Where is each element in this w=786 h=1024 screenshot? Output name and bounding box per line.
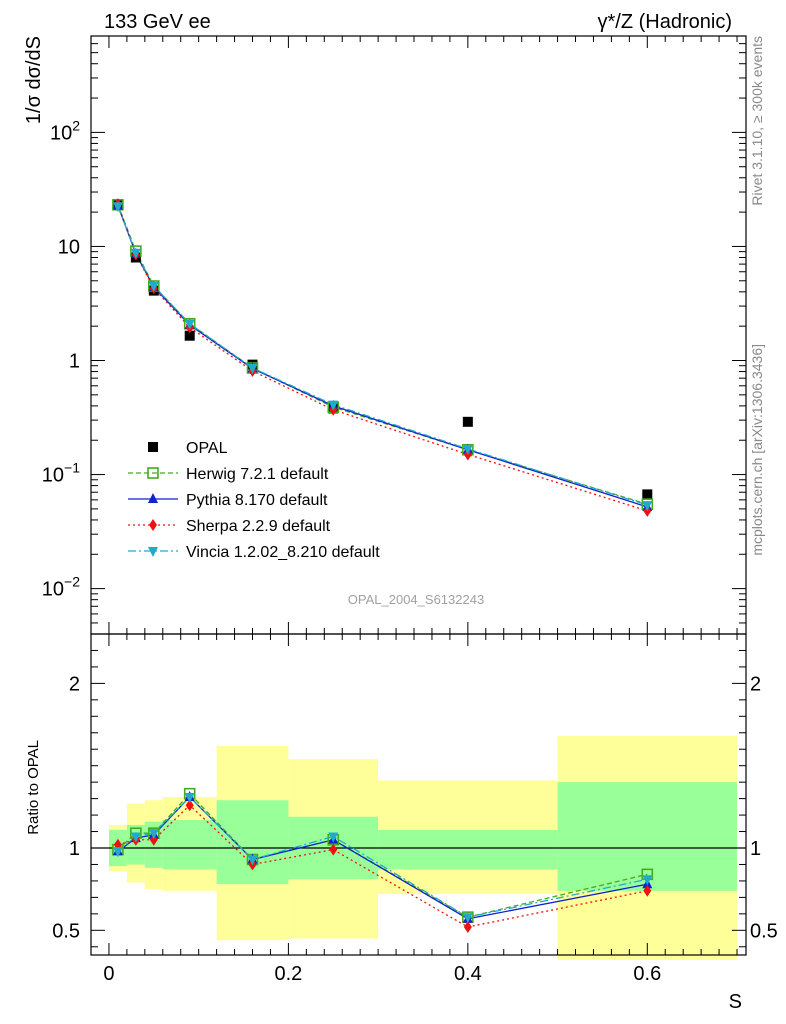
ratio-point-vincia-5 [328, 832, 339, 843]
y-tick-label-1: 10−1 [42, 460, 80, 487]
y-axis-label: 1/σ dσ/dS [23, 36, 45, 124]
ratio-tick-label-left-0: 0.5 [52, 920, 80, 942]
point-vincia-7 [642, 501, 653, 512]
ratio-tick-label-left-1: 1 [69, 838, 80, 860]
legend: OPAL Herwig 7.2.1 default Pythia 8.170 def… [128, 440, 380, 561]
ratio-plot-frame [90, 633, 747, 956]
point-vincia-4 [247, 363, 258, 374]
chart-markers [112, 198, 654, 934]
band-inner-6 [378, 829, 558, 870]
point-vincia-0 [112, 202, 123, 213]
legend-label-0: OPAL [186, 440, 228, 457]
ratio-point-sherpa-5 [329, 843, 338, 856]
band-inner-3 [162, 820, 217, 870]
y-tick-label-3: 10 [58, 236, 80, 258]
legend-label-4: Vincia 1.2.02_8.210 default [186, 544, 380, 561]
ratio-tick-label-right-0: 0.5 [750, 920, 778, 942]
side-text-top: Rivet 3.1.10, ≥ 300k events [749, 36, 765, 206]
legend-label-3: Sherpa 2.2.9 default [186, 518, 331, 535]
y-tick-label-4: 102 [50, 117, 80, 144]
title-left: 133 GeV ee [104, 11, 211, 33]
x-tick-label-2: 0.4 [454, 963, 482, 985]
series-line-herwig [117, 204, 648, 505]
legend-marker-2 [148, 493, 158, 503]
legend-marker-4 [148, 547, 158, 557]
point-vincia-6 [462, 444, 473, 455]
ratio-point-vincia-0 [112, 847, 123, 858]
chart-axes: 0 0.2 0.4 0.6 10−2 10−1 1 10 102 0.5 0.5 1 1 2 2 [42, 35, 778, 985]
watermark: OPAL_2004_S6132243 [348, 592, 484, 607]
legend-label-1: Herwig 7.2.1 default [186, 466, 329, 483]
side-text-bottom: mcplots.cern.ch [arXiv:1306.3436] [749, 344, 765, 556]
ratio-point-sherpa-2 [149, 833, 158, 846]
ratio-y-axis-label: Ratio to OPAL [25, 740, 42, 835]
ratio-tick-label-right-2: 2 [750, 673, 761, 695]
legend-label-2: Pythia 8.170 default [186, 492, 328, 509]
ratio-tick-label-left-2: 2 [69, 673, 80, 695]
ratio-point-vincia-4 [247, 855, 258, 866]
ratio-point-vincia-6 [462, 913, 473, 924]
series-line-pythia [117, 205, 648, 508]
y-tick-label-2: 1 [69, 351, 80, 373]
x-tick-label-1: 0.2 [274, 963, 302, 985]
band-inner-4 [216, 800, 289, 885]
x-tick-label-0: 0 [103, 963, 114, 985]
legend-marker-1 [147, 467, 159, 479]
x-tick-label-3: 0.6 [633, 963, 661, 985]
point-vincia-1 [130, 248, 141, 259]
series-line-vincia [117, 206, 648, 506]
chart-labels: 133 GeV ee γ*/Z (Hadronic) 1/σ dσ/dS Rat… [23, 11, 765, 1013]
ratio-tick-label-right-1: 1 [750, 838, 761, 860]
title-right: γ*/Z (Hadronic) [598, 11, 732, 33]
ratio-point-vincia-7 [642, 875, 653, 886]
data-point-opal-6 [462, 416, 473, 427]
series-line-sherpa [117, 203, 648, 512]
point-vincia-3 [184, 319, 195, 330]
legend-marker-0 [148, 442, 158, 452]
band-inner-7 [557, 782, 738, 891]
ratio-point-vincia-1 [130, 832, 141, 843]
x-axis-label: S [729, 991, 742, 1013]
ratio-point-vincia-3 [184, 792, 195, 803]
data-point-opal-7 [642, 489, 653, 500]
point-vincia-5 [328, 400, 339, 411]
ratio-line-vincia [117, 796, 648, 918]
ratio-point-vincia-2 [148, 829, 159, 840]
ratio-point-sherpa-6 [463, 921, 472, 934]
ratio-point-sherpa-3 [185, 799, 194, 812]
legend-marker-3 [149, 519, 157, 531]
ratio-uncertainty-bands [91, 736, 746, 960]
point-vincia-2 [148, 281, 159, 292]
y-tick-label-0: 10−2 [42, 574, 80, 601]
data-point-opal-3 [184, 330, 195, 341]
ratio-point-sherpa-7 [643, 884, 652, 897]
